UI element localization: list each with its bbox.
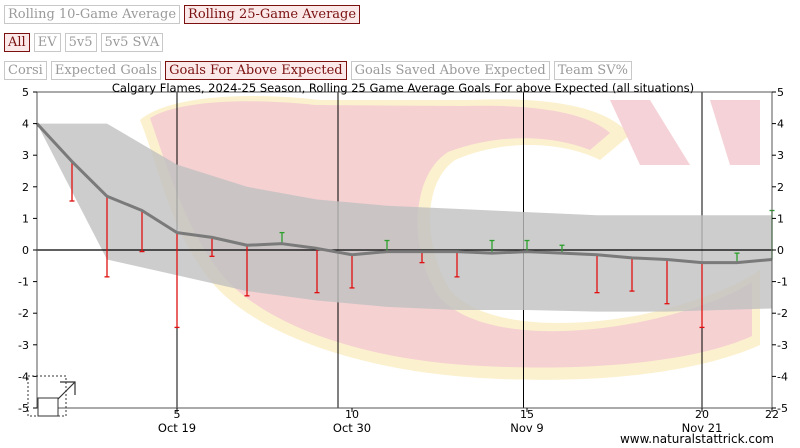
y-tick-label-right: -1 bbox=[777, 276, 788, 289]
y-tick-label-right: 3 bbox=[777, 149, 784, 162]
rolling-25-game-average-button[interactable]: Rolling 25-Game Average bbox=[184, 5, 361, 24]
per-game-bar bbox=[594, 254, 600, 294]
per-game-bar bbox=[384, 239, 390, 252]
y-tick-label-left: -4 bbox=[18, 370, 29, 383]
all-button[interactable]: All bbox=[4, 33, 30, 52]
per-game-bar bbox=[104, 196, 110, 278]
y-tick-label-left: 0 bbox=[22, 244, 29, 257]
per-game-bar bbox=[524, 239, 530, 252]
per-game-bar bbox=[629, 257, 635, 292]
team-sv-button[interactable]: Team SV% bbox=[553, 61, 632, 80]
logo-flame-shape bbox=[710, 100, 760, 165]
y-tick-label-left: -1 bbox=[18, 276, 29, 289]
per-game-bar bbox=[139, 210, 145, 253]
y-tick-label-right: -2 bbox=[777, 307, 788, 320]
y-tick-label-right: 5 bbox=[777, 86, 784, 99]
rolling-average-path bbox=[35, 122, 773, 265]
date-label: Nov 9 bbox=[510, 421, 543, 435]
x-tick-label: 22 bbox=[765, 408, 779, 421]
per-game-bar bbox=[454, 251, 460, 278]
date-label: Nov 21 bbox=[682, 421, 723, 435]
y-tick-label-left: -3 bbox=[18, 339, 29, 352]
confidence-band bbox=[37, 123, 772, 312]
y-tick-label-left: 2 bbox=[22, 181, 29, 194]
rolling-10-game-average-button[interactable]: Rolling 10-Game Average bbox=[4, 5, 181, 24]
per-game-bar bbox=[279, 231, 285, 244]
y-tick-label-left: 4 bbox=[22, 118, 29, 131]
y-tick-label-right: -3 bbox=[777, 339, 788, 352]
situation-selector: All EV 5v5 5v5 SVA bbox=[4, 33, 164, 52]
window-selector: Rolling 10-Game Average Rolling 25-Game A… bbox=[4, 5, 361, 24]
chart-title: Calgary Flames, 2024-25 Season, Rolling … bbox=[112, 81, 694, 95]
y-tick-label-right: -5 bbox=[777, 402, 788, 415]
goals-for-above-expected-button[interactable]: Goals For Above Expected bbox=[165, 61, 347, 80]
x-tick-label: 10 bbox=[345, 408, 359, 421]
per-game-bar bbox=[174, 232, 180, 329]
per-game-bar bbox=[69, 161, 75, 202]
y-tick-label-left: 3 bbox=[22, 149, 29, 162]
date-label: Oct 30 bbox=[333, 421, 371, 435]
per-game-bar bbox=[244, 245, 250, 297]
x-tick-label: 5 bbox=[174, 408, 181, 421]
goals-above-expected-chart: -5 -5-4 -4-3 -3-2 -2-1 -10 01 12 23 34 45 55 10 15 20 2… bbox=[18, 81, 788, 446]
chart-axes: -5 -5-4 -4-3 -3-2 -2-1 -10 01 12 23 34 45 55 10 15 20 2… bbox=[18, 86, 788, 435]
y-tick-label-right: 2 bbox=[777, 181, 784, 194]
corsi-button[interactable]: Corsi bbox=[4, 61, 47, 80]
metric-selector: Corsi Expected Goals Goals For Above Expec… bbox=[4, 61, 632, 80]
per-game-bar bbox=[489, 239, 495, 254]
ev-button[interactable]: EV bbox=[33, 33, 61, 52]
y-tick-label-left: 1 bbox=[22, 212, 29, 225]
per-game-bar bbox=[419, 251, 425, 264]
5v5-button[interactable]: 5v5 bbox=[64, 33, 97, 52]
expand-chart-button[interactable] bbox=[27, 375, 76, 417]
y-tick-label-left: -2 bbox=[18, 307, 29, 320]
logo-horn-shape bbox=[610, 100, 690, 165]
x-tick-label: 15 bbox=[520, 408, 534, 421]
rolling-average-line bbox=[35, 122, 773, 265]
goals-saved-above-expected-button[interactable]: Goals Saved Above Expected bbox=[350, 61, 550, 80]
y-tick-label-right: 1 bbox=[777, 212, 784, 225]
y-tick-label-right: 0 bbox=[777, 244, 784, 257]
5v5-sva-button[interactable]: 5v5 SVA bbox=[100, 33, 164, 52]
team-logo-watermark bbox=[140, 96, 760, 380]
y-tick-label-left: 5 bbox=[22, 86, 29, 99]
logo-inner-shape bbox=[150, 101, 752, 368]
per-game-bar bbox=[664, 259, 670, 305]
y-tick-label-right: -4 bbox=[777, 370, 788, 383]
expected-goals-button[interactable]: Expected Goals bbox=[50, 61, 162, 80]
per-game-bar bbox=[734, 252, 740, 263]
per-game-bar bbox=[314, 248, 320, 294]
x-tick-label: 20 bbox=[695, 408, 709, 421]
confidence-band-area bbox=[37, 123, 772, 312]
per-game-bar bbox=[209, 237, 215, 257]
y-tick-label-left: -5 bbox=[18, 402, 29, 415]
per-game-bar bbox=[349, 254, 355, 289]
date-label: Oct 19 bbox=[158, 421, 196, 435]
per-game-bar bbox=[699, 262, 705, 329]
y-tick-label-right: 4 bbox=[777, 118, 784, 131]
watermark-text: www.naturalstattrick.com bbox=[620, 432, 774, 446]
